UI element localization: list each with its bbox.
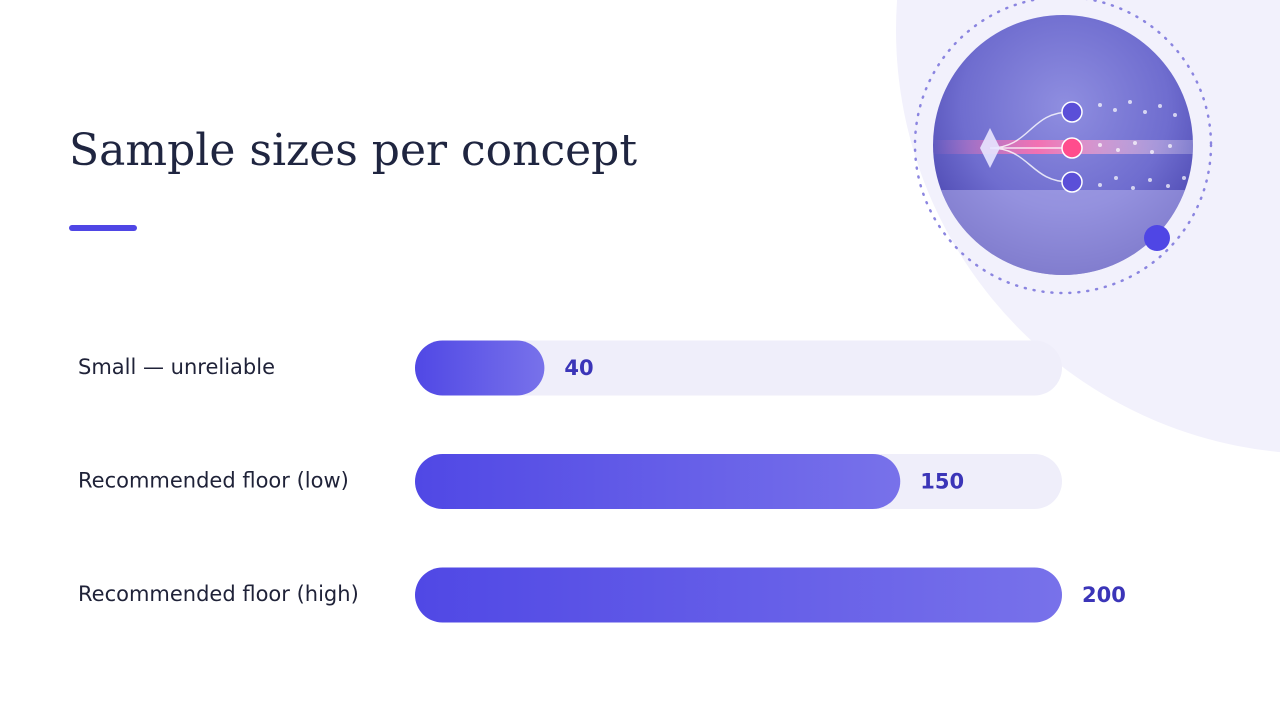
accent-dot: [1144, 225, 1170, 251]
bar: [415, 567, 1062, 623]
chart-title: Sample sizes per concept: [69, 125, 637, 176]
value-label: 40: [564, 356, 593, 380]
category-label: Recommended floor (high): [78, 582, 359, 606]
plot-area: Small — unreliable 40 Recommended floor (l…: [78, 340, 1126, 623]
value-label: 200: [1082, 583, 1126, 607]
category-label: Small — unreliable: [78, 355, 275, 379]
title-underline: [69, 225, 137, 231]
category-label: Recommended floor (low): [78, 469, 349, 493]
bar: [415, 454, 901, 509]
bar: [415, 340, 545, 396]
bar-track: [415, 340, 1062, 396]
value-label: 150: [920, 470, 964, 494]
dotted-ring: [913, 0, 1213, 295]
